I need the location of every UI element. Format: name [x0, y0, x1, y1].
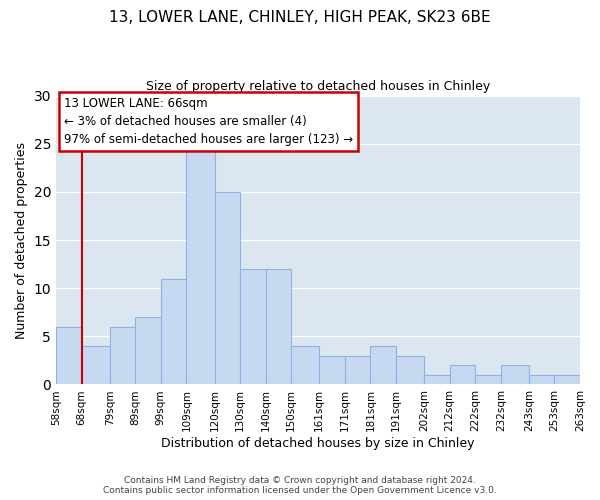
Bar: [240, 269, 266, 384]
Y-axis label: Number of detached properties: Number of detached properties: [15, 142, 28, 338]
Bar: [370, 346, 396, 385]
X-axis label: Distribution of detached houses by size in Chinley: Distribution of detached houses by size …: [161, 437, 475, 450]
Bar: [501, 365, 529, 384]
Bar: [396, 356, 424, 384]
Bar: [319, 356, 345, 384]
Text: 13, LOWER LANE, CHINLEY, HIGH PEAK, SK23 6BE: 13, LOWER LANE, CHINLEY, HIGH PEAK, SK23…: [109, 10, 491, 25]
Bar: [215, 192, 240, 384]
Bar: [187, 144, 215, 384]
Text: 13 LOWER LANE: 66sqm
← 3% of detached houses are smaller (4)
97% of semi-detache: 13 LOWER LANE: 66sqm ← 3% of detached ho…: [64, 97, 353, 146]
Bar: [529, 375, 554, 384]
Bar: [56, 326, 82, 384]
Bar: [266, 269, 291, 384]
Title: Size of property relative to detached houses in Chinley: Size of property relative to detached ho…: [146, 80, 490, 93]
Bar: [110, 326, 135, 384]
Bar: [554, 375, 580, 384]
Bar: [475, 375, 501, 384]
Text: Contains HM Land Registry data © Crown copyright and database right 2024.
Contai: Contains HM Land Registry data © Crown c…: [103, 476, 497, 495]
Bar: [449, 365, 475, 384]
Bar: [135, 317, 161, 384]
Bar: [291, 346, 319, 385]
Bar: [424, 375, 449, 384]
Bar: [82, 346, 110, 385]
Bar: [161, 278, 187, 384]
Bar: [345, 356, 370, 384]
